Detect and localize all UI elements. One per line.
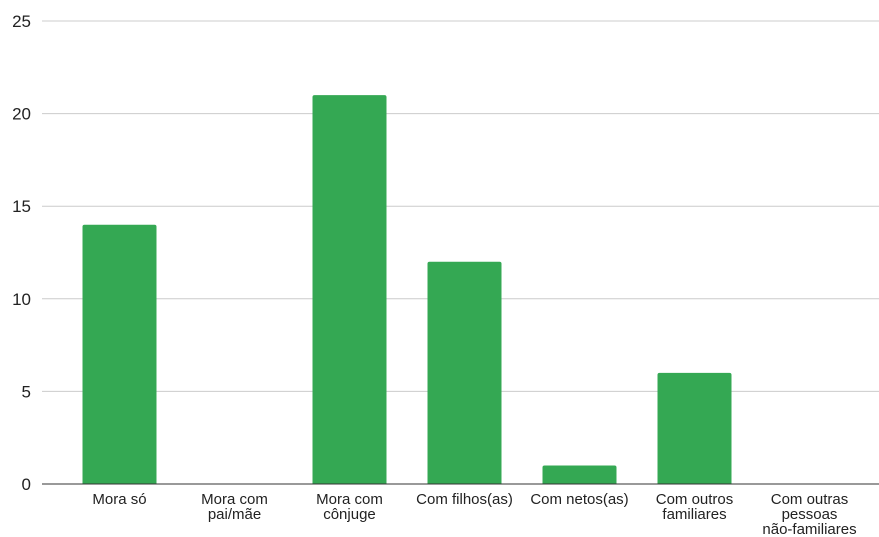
x-category-label: Mora só [92,491,146,508]
bar [657,372,732,484]
y-tick-label: 25 [12,12,31,31]
x-category-label: Mora com pai/mãe [201,491,268,523]
y-tick-label: 15 [12,197,31,216]
x-category-label-line: não-familiares [762,521,856,537]
x-category-label-line: pai/mãe [208,506,261,523]
bar [82,224,157,484]
x-category-label-line: familiares [662,506,726,523]
x-category-label: Com outras pessoas não-familiares [762,491,856,537]
bars [82,95,732,484]
x-category-label: Mora com cônjuge [316,491,383,523]
x-category-label-line: Com outros [656,491,734,508]
y-tick-label: 10 [12,290,31,309]
y-tick-label: 0 [22,475,31,494]
bar [312,95,387,484]
x-category-label: Com outros familiares [656,491,734,523]
bar [427,261,502,484]
x-category-label-line: pessoas [782,506,838,523]
gridlines [42,20,879,392]
bar [542,465,617,484]
x-category-label: Com filhos(as) [416,491,513,508]
x-category-label-line: Mora só [92,491,146,508]
x-category-label-line: Mora com [201,491,268,508]
y-tick-label: 5 [22,382,31,401]
x-category-label-line: Com filhos(as) [416,491,513,508]
x-category-label-line: Mora com [316,491,383,508]
x-category-label: Com netos(as) [530,491,628,508]
y-axis-ticks: 0 5 10 15 20 25 [12,12,31,494]
x-category-label-line: cônjuge [323,506,376,523]
y-tick-label: 20 [12,105,31,124]
x-category-label-line: Com netos(as) [530,491,628,508]
x-category-label-line: Com outras [771,491,849,508]
